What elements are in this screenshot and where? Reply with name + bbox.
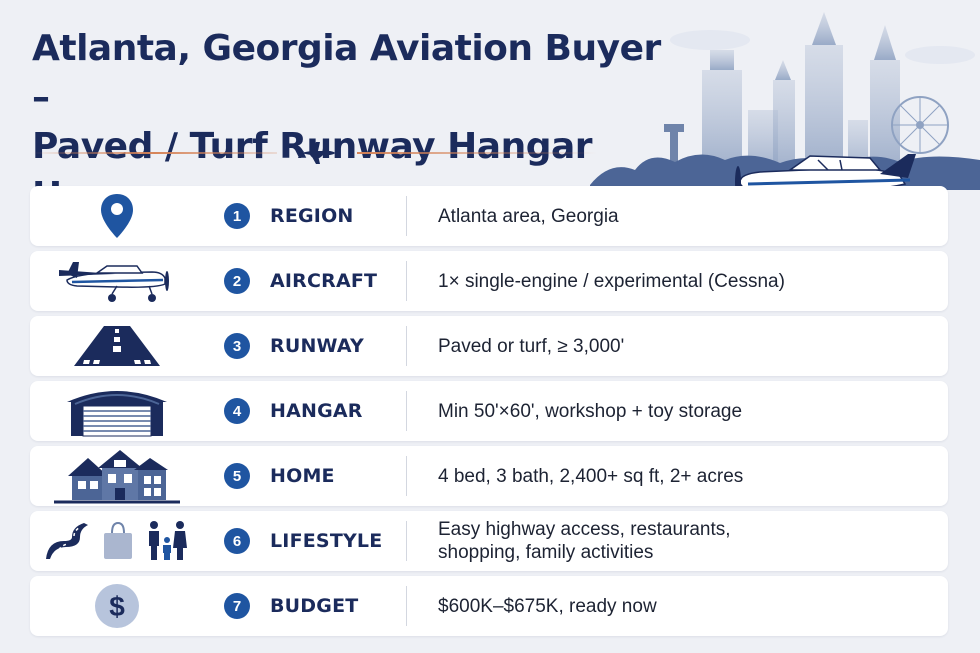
row-separator: [406, 326, 407, 366]
row-separator: [406, 196, 407, 236]
row-label: BUDGET: [270, 595, 359, 617]
title-line-1: Atlanta, Georgia Aviation Buyer –: [32, 28, 661, 118]
hangar-icon: [67, 391, 167, 437]
title-divider: [32, 140, 597, 166]
city-skyline-illustration: [590, 12, 980, 216]
list-item-runway: 3 RUNWAY Paved or turf, ≥ 3,000': [30, 316, 948, 376]
shopping-bag-icon: [104, 521, 132, 559]
step-number-badge: 7: [224, 593, 250, 619]
list-item-hangar: 4 HANGAR Min 50'×60', workshop + toy sto…: [30, 381, 948, 441]
row-label: HANGAR: [270, 400, 363, 422]
step-number-badge: 3: [224, 333, 250, 359]
step-number-badge: 5: [224, 463, 250, 489]
row-label: REGION: [270, 205, 354, 227]
row-separator: [406, 586, 407, 626]
list-item-region: 1 REGION Atlanta area, Georgia: [30, 186, 948, 246]
road-icon: [46, 523, 88, 559]
row-label: HOME: [270, 465, 335, 487]
svg-text:$: $: [109, 591, 125, 622]
family-icon: [149, 521, 187, 560]
airplane-icon: [59, 262, 169, 302]
row-value: Atlanta area, Georgia: [438, 205, 619, 227]
house-icon: [54, 450, 180, 504]
divider-line-right: [357, 152, 597, 154]
step-number-badge: 4: [224, 398, 250, 424]
row-value: 4 bed, 3 bath, 2,400+ sq ft, 2+ acres: [438, 465, 744, 487]
runway-icon: [74, 326, 160, 366]
row-value: $600K–$675K, ready now: [438, 595, 657, 617]
list-item-aircraft: 2 AIRCRAFT 1× single-engine / experiment…: [30, 251, 948, 311]
row-separator: [406, 391, 407, 431]
row-value: Easy highway access, restaurants, shoppi…: [438, 519, 731, 563]
row-label: LIFESTYLE: [270, 530, 383, 552]
row-label: AIRCRAFT: [270, 270, 378, 292]
row-value: Min 50'×60', workshop + toy storage: [438, 400, 743, 422]
list-item-budget: $ 7 BUDGET $600K–$675K, ready now: [30, 576, 948, 636]
row-value: 1× single-engine / experimental (Cessna): [438, 270, 785, 292]
list-item-home: 5 HOME 4 bed, 3 bath, 2,400+ sq ft, 2+ a…: [30, 446, 948, 506]
divider-line-left: [32, 152, 277, 154]
row-value: Paved or turf, ≥ 3,000': [438, 335, 625, 357]
list-item-lifestyle: 6 LIFESTYLE Easy highway access, restaur…: [30, 511, 948, 571]
step-number-badge: 2: [224, 268, 250, 294]
row-label: RUNWAY: [270, 335, 364, 357]
row-separator: [406, 456, 407, 496]
row-separator: [406, 521, 407, 561]
step-number-badge: 6: [224, 528, 250, 554]
row-separator: [406, 261, 407, 301]
airplane-icon: [298, 142, 335, 164]
map-pin-icon: [101, 194, 133, 238]
dollar-icon: $: [95, 584, 139, 628]
step-number-badge: 1: [224, 203, 250, 229]
